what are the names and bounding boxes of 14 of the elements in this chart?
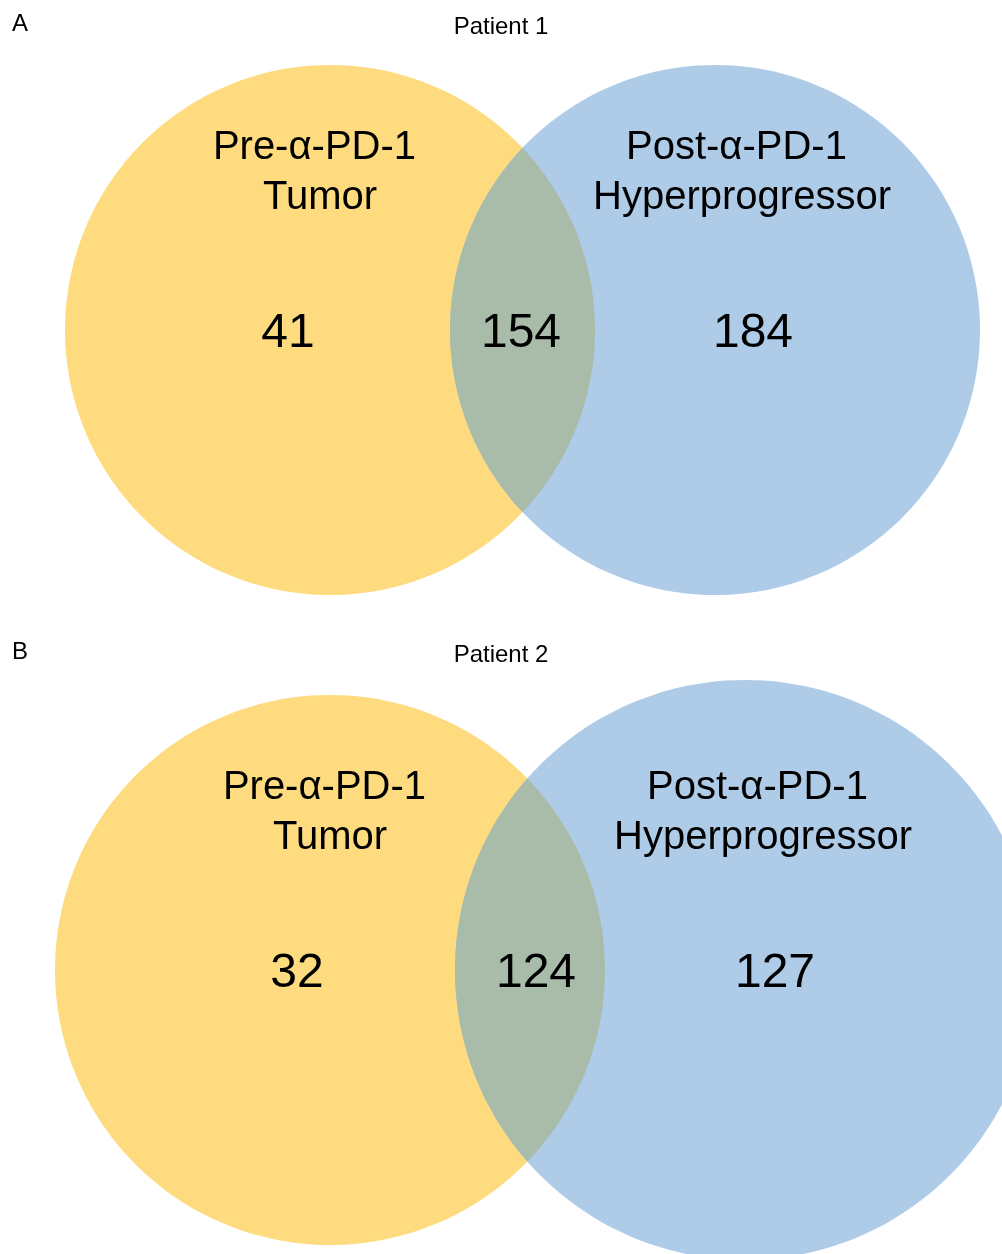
text: A — [12, 8, 29, 36]
data-label: 184 — [712, 303, 794, 357]
data-label: 32 — [270, 943, 324, 997]
text: Patient 1 — [453, 11, 549, 39]
category-label: Pre-α-PD-1 Tumor — [222, 763, 438, 857]
text: Patient 2 — [453, 639, 549, 667]
data-label: 124 — [495, 943, 577, 997]
category-label: Post-α-PD-1 Hyperprogressor — [614, 763, 912, 857]
category-label: Pre-α-PD-1 Tumor — [212, 123, 428, 217]
text: B — [12, 636, 29, 664]
data-label: 41 — [261, 303, 315, 357]
data-label: 127 — [734, 943, 816, 997]
data-label: 154 — [480, 303, 562, 357]
category-label: Post-α-PD-1 Hyperprogressor — [593, 123, 891, 217]
